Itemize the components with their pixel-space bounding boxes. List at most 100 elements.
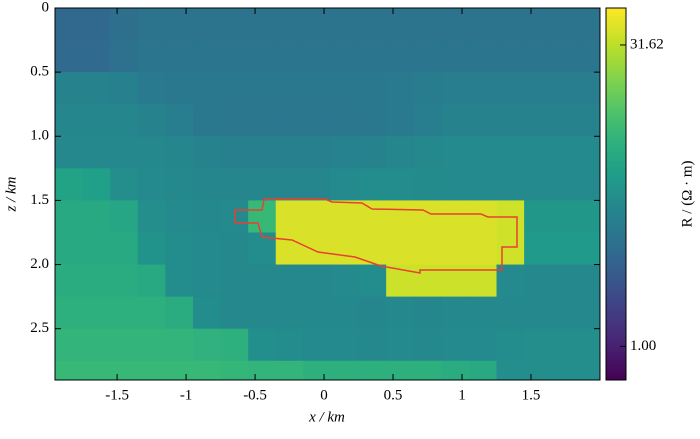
heatmap-cell: [248, 104, 277, 137]
heatmap-cell: [524, 136, 553, 169]
colorbar-frame: [605, 7, 627, 381]
heatmap-cell: [358, 40, 387, 73]
heatmap-cell: [441, 104, 470, 137]
heatmap-cell: [220, 40, 249, 73]
heatmap-cell: [468, 8, 498, 41]
heatmap-cell: [330, 264, 360, 298]
heatmap-cell: [137, 296, 166, 330]
heatmap-cell: [248, 168, 277, 201]
y-tick-label: 1.0: [30, 128, 49, 144]
heatmap-cell: [82, 232, 111, 266]
heatmap-cell: [330, 232, 360, 266]
heatmap-cell: [220, 72, 249, 105]
heatmap-cell: [441, 328, 470, 362]
heatmap-cell: [303, 72, 332, 105]
heatmap-cell: [413, 136, 442, 169]
heatmap-cell: [358, 104, 387, 137]
anomaly-outline: [234, 198, 518, 274]
heatmap-cell: [330, 40, 360, 73]
heatmap-cell: [192, 40, 222, 73]
heatmap-cell: [303, 40, 332, 73]
heatmap-cell: [303, 200, 332, 233]
heatmap-cell: [496, 72, 525, 105]
heatmap-cell: [496, 8, 525, 41]
heatmap-cell: [110, 296, 139, 330]
heatmap-cell: [468, 168, 498, 201]
heatmap-cell: [220, 168, 249, 201]
heatmap-cell: [441, 40, 470, 73]
heatmap-cell: [551, 232, 580, 266]
heatmap-cell: [386, 360, 415, 380]
heatmap-cell: [82, 200, 111, 233]
heatmap-cell: [330, 328, 360, 362]
x-tick-label: -0.5: [243, 387, 267, 403]
heatmap-cell: [330, 104, 360, 137]
heatmap-cell: [220, 296, 249, 330]
heatmap-cell: [303, 104, 332, 137]
heatmap-cell: [386, 8, 415, 41]
heatmap-cell: [82, 40, 111, 73]
heatmap-cell: [275, 136, 304, 169]
x-tick-label: -1.5: [105, 387, 129, 403]
heatmap-cell: [330, 72, 360, 105]
heatmap-cell: [192, 72, 222, 105]
heatmap-cell: [82, 328, 111, 362]
heatmap-cell: [275, 8, 304, 41]
heatmap-cell: [551, 168, 580, 201]
heatmap-cell: [386, 232, 415, 266]
heatmap-cell: [137, 360, 166, 380]
heatmap-cell: [524, 328, 553, 362]
x-tick-label: 1.5: [522, 387, 541, 403]
heatmap-cell: [82, 264, 111, 298]
heatmap-cell: [55, 8, 84, 41]
heatmap-cell: [192, 328, 222, 362]
x-tick-label: 0.5: [384, 387, 403, 403]
heatmap-cell: [551, 40, 580, 73]
heatmap-cell: [248, 72, 277, 105]
heatmap-cell: [220, 8, 249, 41]
heatmap-cell: [358, 200, 387, 233]
heatmap-cell: [413, 72, 442, 105]
heatmap-cell: [248, 328, 277, 362]
heatmap-cell: [551, 264, 580, 298]
heatmap-cell: [496, 296, 525, 330]
heatmap-cell: [468, 360, 498, 380]
heatmap-cell: [192, 264, 222, 298]
heatmap-cell: [413, 232, 442, 266]
heatmap-cell: [165, 168, 194, 201]
heatmap-cell: [55, 200, 84, 233]
heatmap-cell: [192, 296, 222, 330]
heatmap-cell: [330, 360, 360, 380]
heatmap-cell: [110, 72, 139, 105]
heatmap-cell: [165, 8, 194, 41]
heatmap-cell: [358, 360, 387, 380]
y-tick-label: 1.5: [30, 192, 49, 208]
heatmap-cell: [82, 136, 111, 169]
heatmap-cell: [468, 328, 498, 362]
heatmap-cell: [110, 104, 139, 137]
heatmap-cell: [386, 200, 415, 233]
heatmap-cell: [468, 136, 498, 169]
heatmap-cell: [192, 8, 222, 41]
heatmap-cell: [220, 264, 249, 298]
heatmap-cell: [303, 232, 332, 266]
heatmap-cell: [524, 72, 553, 105]
heatmap-cell: [192, 168, 222, 201]
heatmap-cell: [137, 168, 166, 201]
heatmap-cell: [441, 296, 470, 330]
heatmap-cell: [330, 200, 360, 233]
heatmap-cell: [275, 72, 304, 105]
heatmap-cell: [413, 40, 442, 73]
heatmap-cell: [496, 360, 525, 380]
heatmap-cell: [165, 264, 194, 298]
heatmap-cell: [303, 264, 332, 298]
heatmap-cell: [524, 168, 553, 201]
heatmap-cell: [137, 328, 166, 362]
heatmap-cell: [137, 72, 166, 105]
heatmap-cell: [220, 360, 249, 380]
heatmap-cell: [165, 200, 194, 233]
heatmap-cell: [303, 168, 332, 201]
heatmap-cell: [220, 328, 249, 362]
colorbar: [606, 8, 626, 380]
heatmap-cell: [220, 232, 249, 266]
